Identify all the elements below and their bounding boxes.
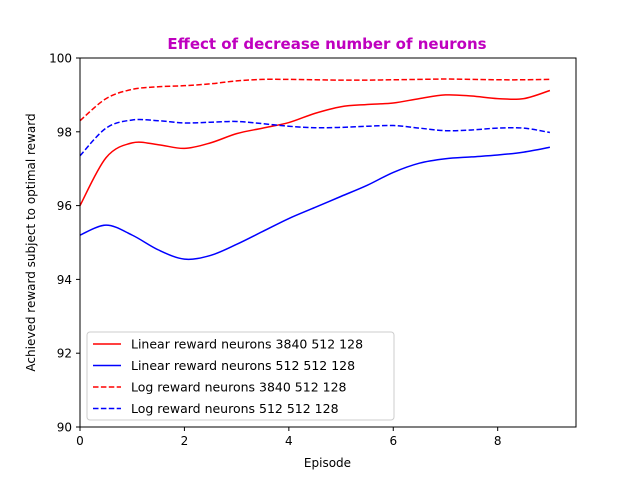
x-tick-label: 0	[76, 434, 84, 448]
chart-title: Effect of decrease number of neurons	[167, 35, 486, 53]
y-tick-label: 92	[57, 347, 72, 361]
legend-label-1: Linear reward neurons 3840 512 128	[131, 337, 363, 352]
series-line-1	[79, 89, 551, 206]
x-tick-label: 8	[494, 434, 502, 448]
legend-label-4: Log reward neurons 512 512 128	[131, 401, 339, 416]
series-line-2	[79, 146, 551, 261]
y-tick-label: 90	[57, 421, 72, 435]
x-tick-label: 2	[181, 434, 189, 448]
legend: Linear reward neurons 3840 512 128 Linear…	[86, 331, 395, 421]
legend-label-2: Linear reward neurons 512 512 128	[131, 358, 355, 373]
legend-box	[86, 331, 395, 421]
y-tick-label: 94	[57, 273, 72, 287]
y-axis: 90 92 94 96 98 100	[49, 52, 80, 435]
y-tick-label: 98	[57, 125, 72, 139]
series-line-3	[79, 78, 550, 122]
x-axis: 0 2 4 6 8	[76, 427, 502, 448]
legend-label-3: Log reward neurons 3840 512 128	[131, 380, 347, 395]
y-axis-label: Achieved reward subject to optimal rewar…	[24, 113, 38, 371]
x-tick-label: 4	[285, 434, 293, 448]
series-line-4	[79, 118, 551, 157]
plot-area	[79, 57, 577, 428]
x-axis-label: Episode	[304, 456, 351, 470]
x-tick-label: 6	[389, 434, 397, 448]
plot-frame	[79, 57, 577, 428]
y-tick-label: 100	[49, 52, 72, 66]
y-tick-label: 96	[57, 199, 72, 213]
